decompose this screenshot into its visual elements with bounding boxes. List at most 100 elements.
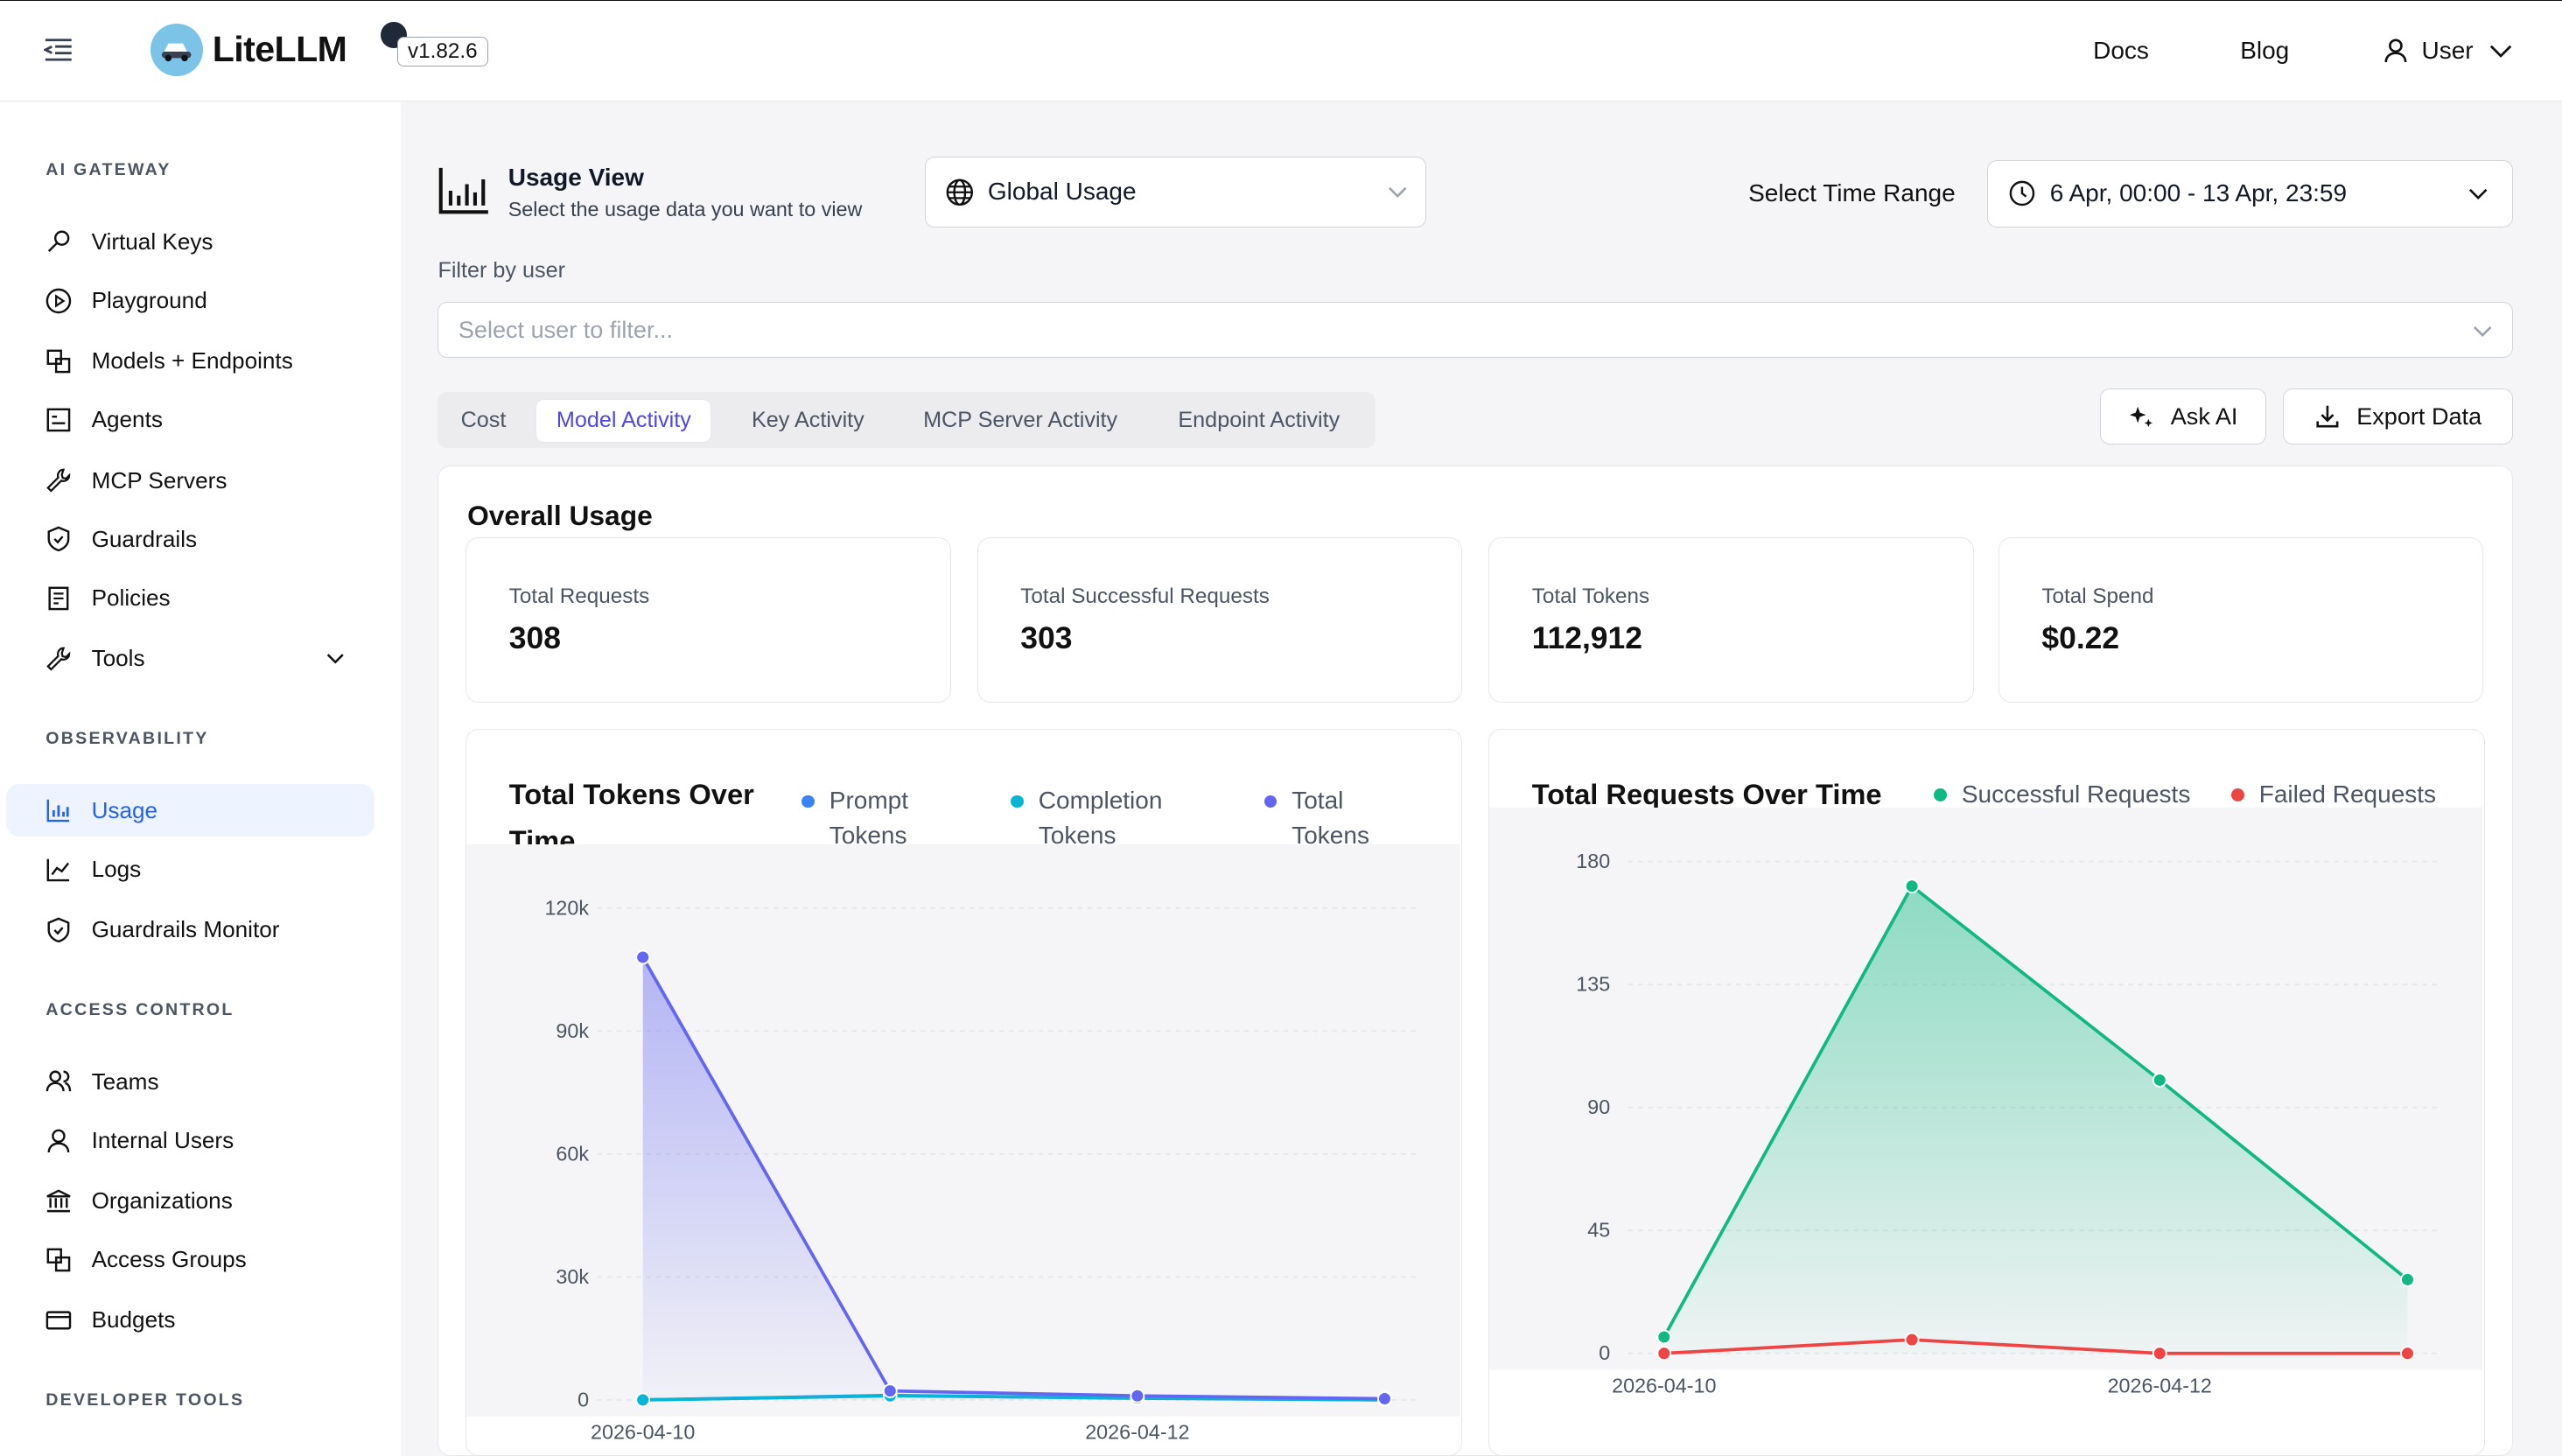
data-point (1904, 878, 1920, 894)
tab-cost[interactable]: Cost (460, 408, 507, 433)
stat-card-total-tokens: Total Tokens 112,912 (1488, 537, 1974, 703)
tab-key-activity[interactable]: Key Activity (751, 408, 864, 433)
legend-dot (1934, 788, 1948, 802)
legend-failed-requests[interactable]: Failed Requests (2230, 777, 2472, 811)
sidebar-item-guardrails[interactable]: Guardrails (6, 513, 374, 565)
sidebar-item-label: Agents (91, 406, 163, 433)
tab-endpoint-activity[interactable]: Endpoint Activity (1178, 408, 1340, 433)
legend-dot (1264, 794, 1278, 808)
clock-icon (2009, 180, 2035, 206)
data-point (1656, 1330, 1672, 1345)
sidebar-item-label: Teams (91, 1068, 159, 1095)
x-tick-label: 2026-04-12 (2108, 1375, 2212, 1397)
series-area (1663, 886, 2408, 1354)
blocks-icon (46, 1248, 71, 1272)
legend-prompt-tokens[interactable]: Prompt Tokens (802, 783, 960, 851)
stat-label: Total Successful Requests (1020, 584, 1270, 608)
chevron-down-icon (2490, 45, 2512, 58)
sidebar-item-access-groups[interactable]: Access Groups (6, 1234, 374, 1286)
docs-link[interactable]: Docs (2093, 37, 2149, 65)
bank-icon (46, 1189, 71, 1212)
y-tick-label: 0 (1599, 1342, 1610, 1365)
sidebar-item-label: MCP Servers (91, 466, 228, 494)
logo-icon[interactable] (150, 24, 203, 76)
data-point (635, 949, 651, 965)
data-point (2152, 1073, 2167, 1088)
version-badge: v1.82.6 (396, 37, 488, 66)
top-bar: LiteLLM v1.82.6 Docs Blog User (0, 0, 2562, 102)
sidebar-item-usage[interactable]: Usage (6, 784, 374, 837)
brand-name[interactable]: LiteLLM (212, 28, 347, 69)
legend-completion-tokens[interactable]: Completion Tokens (1011, 783, 1202, 851)
user-icon (2384, 38, 2407, 63)
series-line (1663, 1338, 2408, 1356)
data-point (1130, 1388, 1145, 1404)
legend-successful-requests[interactable]: Successful Requests (1934, 777, 2223, 811)
legend-total-tokens[interactable]: Total Tokens (1264, 783, 1406, 851)
sidebar-item-playground[interactable]: Playground (6, 275, 374, 327)
export-data-button[interactable]: Export Data (2282, 388, 2514, 444)
series-line (641, 956, 1385, 1400)
globe-icon (946, 178, 974, 206)
export-data-label: Export Data (2356, 402, 2482, 430)
user-menu[interactable]: User (2383, 37, 2513, 65)
y-tick-label: 60k (556, 1142, 590, 1165)
wallet-icon (46, 1311, 72, 1330)
y-tick-label: 30k (556, 1264, 590, 1287)
y-tick-label: 90k (556, 1018, 590, 1041)
user-filter-placeholder: Select user to filter... (458, 316, 674, 344)
chart-title: Total Requests Over Time (1531, 778, 1882, 811)
tab-mcp-server-activity[interactable]: MCP Server Activity (923, 408, 1118, 433)
sidebar-item-logs[interactable]: Logs (6, 844, 374, 896)
sparkles-icon (2130, 406, 2153, 428)
legend-label: Failed Requests (2258, 780, 2437, 808)
usage-view-select[interactable]: Global Usage (924, 157, 1427, 228)
sidebar-item-label: Logs (91, 855, 142, 882)
sidebar-item-label: Models + Endpoints (91, 347, 293, 374)
sidebar-item-label: Guardrails (91, 525, 198, 552)
sidebar-item-internal-users[interactable]: Internal Users (6, 1115, 374, 1167)
sidebar-item-models[interactable]: Models + Endpoints (6, 335, 374, 388)
ask-ai-button[interactable]: Ask AI (2099, 388, 2267, 444)
stat-label: Total Spend (2041, 584, 2154, 608)
stat-card-total-spend: Total Spend $0.22 (1998, 537, 2484, 703)
stat-card-total-successful-requests: Total Successful Requests 303 (976, 537, 1463, 703)
blog-link[interactable]: Blog (2240, 37, 2290, 65)
sidebar-item-mcp-servers[interactable]: MCP Servers (6, 454, 374, 507)
x-tick-label: 2026-04-10 (1612, 1375, 1716, 1397)
data-point (883, 1382, 898, 1398)
usage-view-title: Usage View (508, 163, 644, 191)
sidebar-item-policies[interactable]: Policies (6, 572, 374, 625)
legend-dot (2230, 788, 2244, 802)
data-point (2400, 1272, 2416, 1288)
chevron-down-icon (1389, 186, 1407, 198)
stat-label: Total Tokens (1531, 584, 1650, 608)
sidebar-item-teams[interactable]: Teams (6, 1055, 374, 1108)
legend-label: Total Tokens (1292, 787, 1369, 849)
sidebar-item-organizations[interactable]: Organizations (6, 1175, 374, 1228)
sidebar-item-guardrails-monitor[interactable]: Guardrails Monitor (6, 904, 374, 956)
tab-model-activity[interactable]: Model Activity (536, 398, 712, 444)
user-filter-input[interactable]: Select user to filter... (438, 302, 2514, 358)
sidebar-item-label: Internal Users (91, 1126, 234, 1153)
y-tick-label: 0 (578, 1388, 589, 1410)
legend-label: Successful Requests (1961, 780, 2191, 808)
shield-check-icon (47, 917, 70, 942)
sidebar (0, 101, 401, 1456)
sidebar-item-tools[interactable]: Tools (6, 633, 374, 685)
usage-view-value: Global Usage (987, 178, 1137, 206)
stat-value: $0.22 (2041, 620, 2120, 655)
sidebar-item-label: Virtual Keys (91, 228, 214, 255)
sidebar-item-virtual-keys[interactable]: Virtual Keys (6, 215, 374, 268)
user-icon (47, 1129, 70, 1152)
time-range-picker[interactable]: 6 Apr, 00:00 - 13 Apr, 23:59 (1986, 160, 2514, 228)
time-range-label: Select Time Range (1748, 179, 1956, 207)
menu-collapse-icon[interactable] (44, 37, 74, 63)
sidebar-item-budgets[interactable]: Budgets (6, 1294, 374, 1347)
sidebar-item-agents[interactable]: Agents (6, 394, 374, 446)
sidebar-item-label: Usage (91, 796, 158, 823)
legend-label: Completion Tokens (1038, 787, 1163, 849)
stat-value: 303 (1020, 620, 1073, 655)
data-point (1904, 1333, 1920, 1348)
bar-chart-icon (439, 168, 489, 214)
